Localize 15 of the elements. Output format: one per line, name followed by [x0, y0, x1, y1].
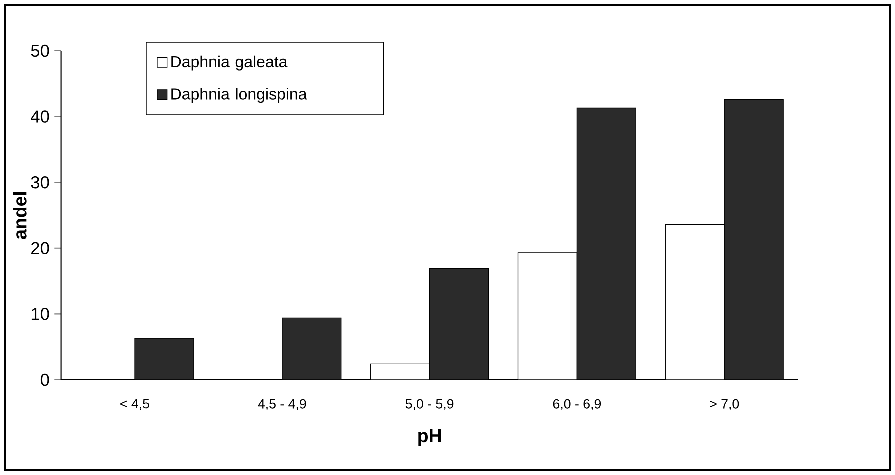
y-axis-title: andel	[13, 192, 27, 240]
legend-label: Daphnia galeata	[172, 56, 288, 71]
x-tick-label: 5,0 - 5,9	[406, 399, 454, 410]
y-tick-label: 10	[32, 308, 50, 320]
y-tick-label: 20	[32, 242, 50, 255]
y-tick-label: 0	[40, 374, 50, 386]
x-tick-label: > 7,0	[710, 399, 740, 410]
y-tick-label: 50	[31, 44, 50, 58]
x-tick-label: < 4,5	[120, 399, 150, 410]
legend-label: Daphnia longispina	[172, 88, 308, 104]
x-tick-label: 4,5 - 4,9	[258, 399, 306, 410]
x-axis-title: pH	[418, 430, 442, 446]
y-tick-label: 30	[31, 176, 50, 189]
y-tick-label: 40	[31, 110, 50, 123]
x-tick-label: 6,0 - 6,9	[553, 399, 602, 410]
